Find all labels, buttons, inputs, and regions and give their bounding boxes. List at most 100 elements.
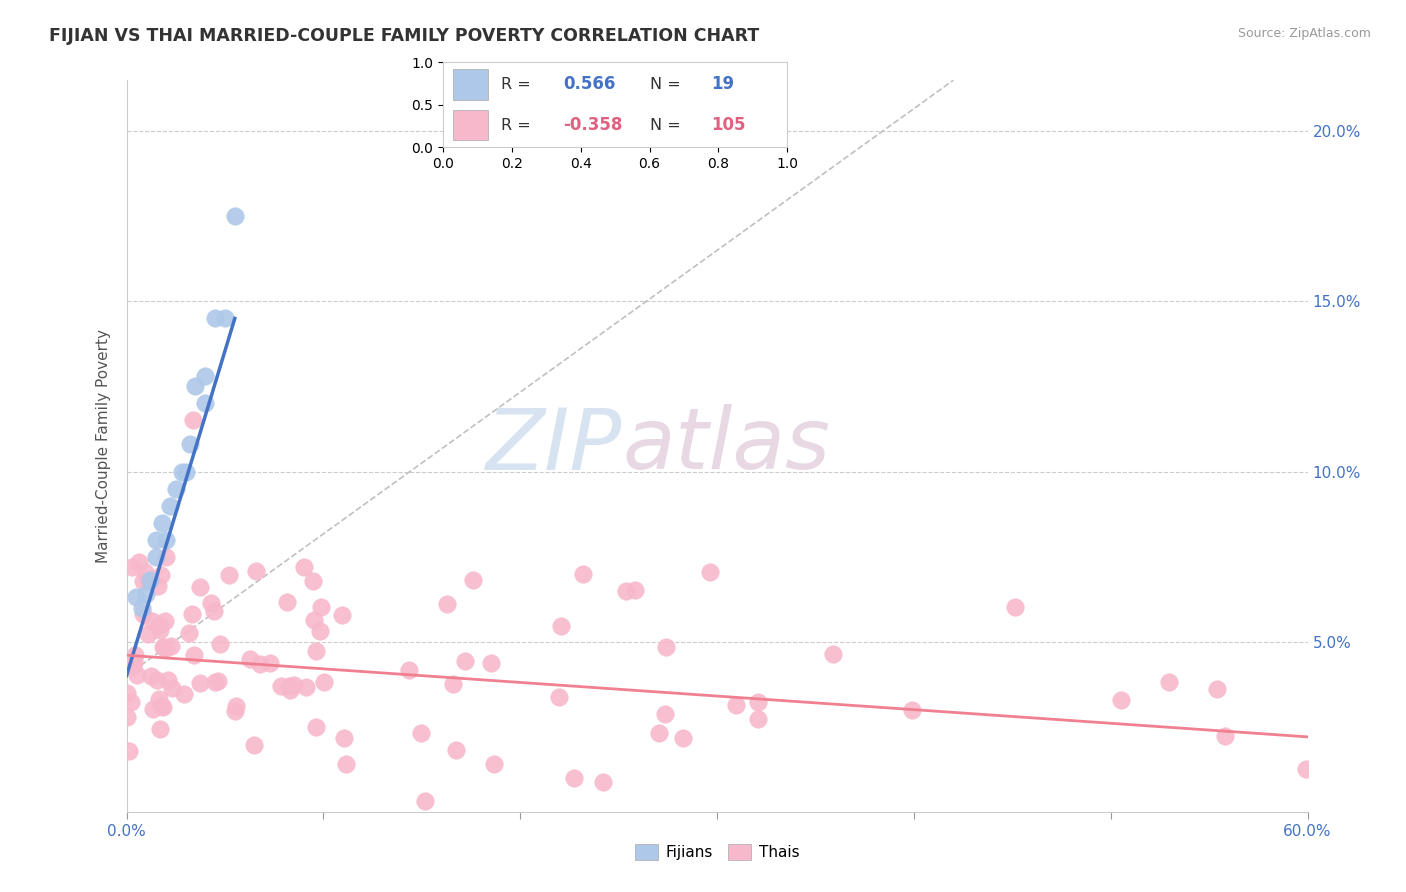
Point [242, 738, 264, 752]
Point [444, 743, 467, 757]
Point [441, 677, 464, 691]
Point [548, 690, 571, 704]
Point [302, 574, 325, 589]
Point [572, 566, 595, 581]
Point [155, 549, 177, 564]
FancyBboxPatch shape [453, 110, 488, 140]
Point [142, 702, 165, 716]
Point [1213, 730, 1236, 744]
Point [181, 607, 204, 622]
Text: 0.566: 0.566 [564, 76, 616, 94]
Point [302, 613, 325, 627]
Point [295, 680, 318, 694]
Point [153, 615, 176, 629]
Point [245, 564, 267, 578]
Point [550, 618, 572, 632]
Point [200, 596, 222, 610]
Point [131, 607, 153, 621]
Point [184, 379, 207, 393]
Point [436, 597, 458, 611]
FancyBboxPatch shape [453, 70, 488, 100]
Point [118, 744, 141, 758]
Point [177, 625, 200, 640]
Point [1206, 681, 1229, 696]
Point [134, 566, 156, 580]
Point [136, 627, 159, 641]
Point [304, 644, 326, 658]
Point [115, 686, 138, 700]
Y-axis label: Married-Couple Family Poverty: Married-Couple Family Poverty [96, 329, 111, 563]
Point [125, 591, 148, 605]
Point [335, 756, 357, 771]
Point [249, 657, 271, 672]
Point [747, 695, 769, 709]
Point [148, 692, 170, 706]
Point [204, 675, 226, 690]
Point [139, 574, 162, 588]
Point [415, 793, 437, 807]
Point [174, 465, 197, 479]
Point [207, 673, 229, 688]
Point [482, 756, 505, 771]
Point [218, 568, 240, 582]
Point [479, 656, 502, 670]
Point [614, 583, 637, 598]
Point [276, 595, 298, 609]
Point [165, 482, 187, 496]
Text: 19: 19 [711, 76, 735, 94]
Text: FIJIAN VS THAI MARRIED-COUPLE FAMILY POVERTY CORRELATION CHART: FIJIAN VS THAI MARRIED-COUPLE FAMILY POV… [49, 27, 759, 45]
Point [179, 437, 201, 451]
Point [672, 731, 695, 745]
Point [202, 604, 225, 618]
Point [155, 533, 177, 547]
Point [330, 608, 353, 623]
Point [124, 648, 146, 662]
Point [725, 698, 748, 713]
Point [1157, 675, 1180, 690]
Point [148, 617, 170, 632]
Point [623, 583, 645, 598]
Point [648, 725, 671, 739]
Point [190, 676, 212, 690]
Point [188, 580, 211, 594]
Legend: Fijians, Thais: Fijians, Thais [628, 838, 806, 866]
Point [131, 600, 153, 615]
Point [150, 698, 173, 713]
Point [194, 369, 217, 384]
Point [592, 775, 614, 789]
Text: N =: N = [650, 77, 681, 92]
Point [655, 640, 678, 654]
Point [270, 679, 292, 693]
Point [305, 720, 328, 734]
Point [239, 652, 262, 666]
Point [461, 574, 484, 588]
Point [145, 673, 167, 687]
Point [309, 599, 332, 614]
Point [124, 655, 146, 669]
Point [654, 706, 676, 721]
Text: atlas: atlas [623, 404, 831, 488]
Point [209, 637, 232, 651]
Point [159, 639, 181, 653]
Point [278, 683, 301, 698]
Point [1004, 599, 1026, 614]
Point [149, 567, 172, 582]
Point [152, 700, 174, 714]
Point [120, 695, 142, 709]
Point [145, 533, 167, 547]
Point [122, 658, 145, 673]
Point [333, 731, 356, 745]
Point [398, 663, 420, 677]
Point [156, 673, 179, 687]
Point [1295, 762, 1317, 776]
Point [162, 681, 184, 695]
Point [170, 465, 193, 479]
Point [173, 687, 195, 701]
Point [132, 574, 155, 588]
Point [225, 699, 247, 714]
Point [121, 559, 143, 574]
Point [699, 566, 721, 580]
Point [562, 771, 585, 785]
Point [125, 667, 148, 681]
Point [194, 396, 217, 410]
